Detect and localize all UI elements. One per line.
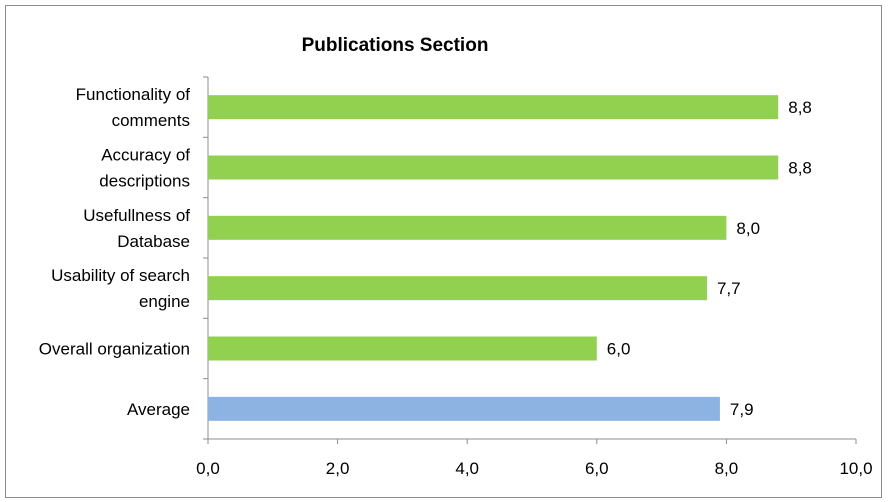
x-tick-label: 6,0	[585, 459, 609, 478]
data-label: 8,8	[788, 159, 812, 178]
chart-title: Publications Section	[302, 35, 489, 56]
data-label: 6,0	[607, 340, 631, 359]
bar	[208, 336, 597, 361]
category-label: Functionality of comments	[76, 85, 191, 130]
chart-axes: 0,0 2,0 4,0 6,0 8,0 10,0 Functionality of comme…	[39, 76, 873, 478]
bar	[208, 276, 707, 301]
x-tick-label: 10,0	[839, 459, 872, 478]
category-label: Usefullness of Database	[83, 206, 190, 251]
category-label: Usability of search engine	[51, 266, 190, 311]
category-label: Overall organization	[39, 340, 190, 359]
category-label: Average	[127, 400, 190, 419]
data-label: 7,7	[717, 279, 741, 298]
x-tick-label: 4,0	[455, 459, 479, 478]
bar-group: 8,8 8,8 8,0 7,7 6,0 7,9	[208, 95, 812, 421]
x-tick-label: 0,0	[196, 459, 220, 478]
data-label: 7,9	[730, 400, 754, 419]
category-label: Accuracy of descriptions	[99, 146, 190, 191]
bar	[208, 396, 720, 421]
x-tick-label: 2,0	[326, 459, 350, 478]
data-label: 8,8	[788, 98, 812, 117]
bar	[208, 215, 727, 240]
bar	[208, 155, 779, 180]
bar	[208, 95, 779, 120]
data-label: 8,0	[736, 219, 760, 238]
x-tick-label: 8,0	[715, 459, 739, 478]
